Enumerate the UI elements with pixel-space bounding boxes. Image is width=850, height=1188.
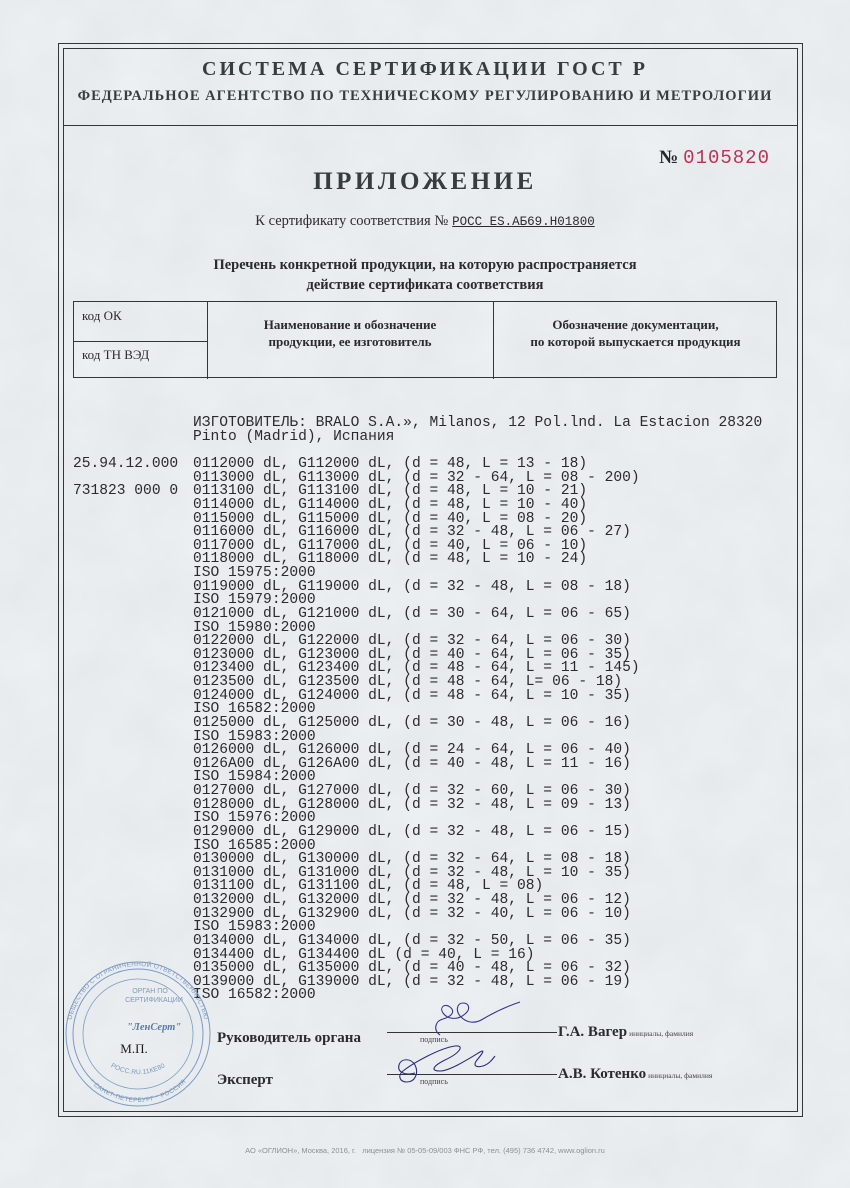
svg-text:М.П.: М.П. <box>120 1041 147 1056</box>
svg-text:РОСС.RU.11КЕ80: РОСС.RU.11КЕ80 <box>110 1062 167 1076</box>
svg-text:* САНКТ-ПЕТЕРБУРГ * РОССИЯ: * САНКТ-ПЕТЕРБУРГ * РОССИЯ <box>88 1078 187 1104</box>
svg-text:"ЛенСерт": "ЛенСерт" <box>127 1022 182 1033</box>
svg-text:ОРГАН ПО: ОРГАН ПО <box>132 988 168 995</box>
svg-text:СЕРТИФИКАЦИИ: СЕРТИФИКАЦИИ <box>125 997 183 1004</box>
